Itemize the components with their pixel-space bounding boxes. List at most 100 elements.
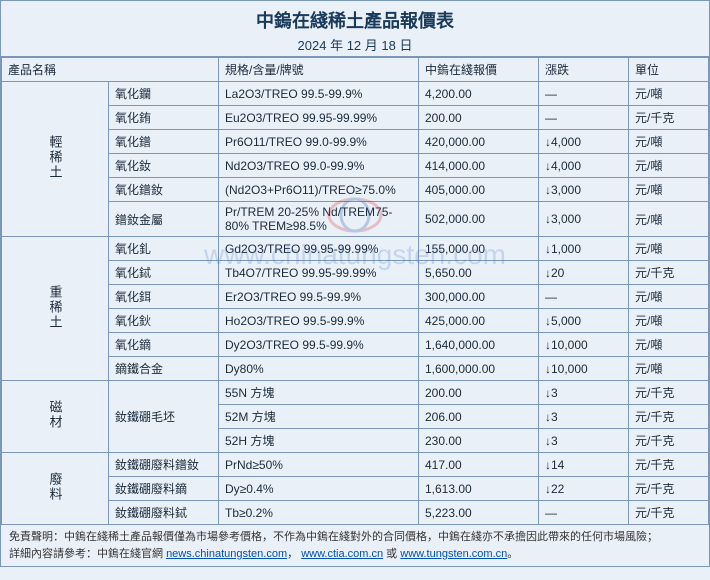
spec-cell: Tb≥0.2% <box>219 501 419 525</box>
table-row: 氧化鐠釹(Nd2O3+Pr6O11)/TREO≥75.0%405,000.00↓… <box>2 178 709 202</box>
unit-cell: 元/噸 <box>629 154 709 178</box>
change-cell: — <box>539 285 629 309</box>
unit-cell: 元/噸 <box>629 130 709 154</box>
spec-cell: La2O3/TREO 99.5-99.9% <box>219 82 419 106</box>
spec-cell: Gd2O3/TREO 99.95-99.99% <box>219 237 419 261</box>
price-cell: 417.00 <box>419 453 539 477</box>
unit-cell: 元/千克 <box>629 261 709 285</box>
spec-cell: Dy80% <box>219 357 419 381</box>
spec-cell: Dy2O3/TREO 99.5-99.9% <box>219 333 419 357</box>
col-change: 漲跌 <box>539 58 629 82</box>
col-price: 中鎢在綫報價 <box>419 58 539 82</box>
table-title: 中鎢在綫稀土產品報價表 <box>1 7 709 33</box>
spec-cell: Dy≥0.4% <box>219 477 419 501</box>
price-cell: 1,640,000.00 <box>419 333 539 357</box>
change-cell: ↓3 <box>539 405 629 429</box>
table-row: 氧化鏑Dy2O3/TREO 99.5-99.9%1,640,000.00↓10,… <box>2 333 709 357</box>
table-row: 氧化鈥Ho2O3/TREO 99.5-99.9%425,000.00↓5,000… <box>2 309 709 333</box>
unit-cell: 元/千克 <box>629 477 709 501</box>
price-cell: 420,000.00 <box>419 130 539 154</box>
table-row: 鏑鐵合金Dy80%1,600,000.00↓10,000元/噸 <box>2 357 709 381</box>
header-row: 產品名稱 規格/含量/牌號 中鎢在綫報價 漲跌 單位 <box>2 58 709 82</box>
link-tungsten[interactable]: www.tungsten.com.cn <box>400 548 507 560</box>
unit-cell: 元/噸 <box>629 357 709 381</box>
product-name-cell: 氧化鐠釹 <box>109 178 219 202</box>
table-row: 釹鐵硼廢料鋱Tb≥0.2%5,223.00—元/千克 <box>2 501 709 525</box>
price-cell: 200.00 <box>419 106 539 130</box>
price-cell: 1,613.00 <box>419 477 539 501</box>
unit-cell: 元/噸 <box>629 178 709 202</box>
change-cell: ↓1,000 <box>539 237 629 261</box>
table-date: 2024 年 12 月 18 日 <box>1 35 709 54</box>
spec-cell: (Nd2O3+Pr6O11)/TREO≥75.0% <box>219 178 419 202</box>
product-name-cell: 釹鐵硼廢料鐠釹 <box>109 453 219 477</box>
price-cell: 502,000.00 <box>419 202 539 237</box>
col-spec: 規格/含量/牌號 <box>219 58 419 82</box>
change-cell: ↓3 <box>539 429 629 453</box>
spec-cell: Tb4O7/TREO 99.95-99.99% <box>219 261 419 285</box>
unit-cell: 元/噸 <box>629 285 709 309</box>
price-cell: 5,223.00 <box>419 501 539 525</box>
change-cell: — <box>539 82 629 106</box>
unit-cell: 元/千克 <box>629 429 709 453</box>
product-name-cell: 氧化釹 <box>109 154 219 178</box>
change-cell: — <box>539 501 629 525</box>
product-name-cell: 氧化鈥 <box>109 309 219 333</box>
product-name-cell: 氧化釓 <box>109 237 219 261</box>
price-cell: 4,200.00 <box>419 82 539 106</box>
unit-cell: 元/千克 <box>629 381 709 405</box>
product-name-cell: 氧化鉺 <box>109 285 219 309</box>
spec-cell: Pr6O11/TREO 99.0-99.9% <box>219 130 419 154</box>
price-cell: 230.00 <box>419 429 539 453</box>
disclaimer-text: 中鎢在綫稀土產品報價僅為市場參考價格，不作為中鎢在綫對外的合同價格，中鎢在綫亦不… <box>64 531 658 543</box>
link-ctia[interactable]: www.ctia.com.cn <box>301 548 383 560</box>
change-cell: ↓20 <box>539 261 629 285</box>
category-cell: 重稀土 <box>2 237 109 381</box>
ref-label: 詳細內容請參考： <box>9 548 97 560</box>
table-row: 鐠釹金屬Pr/TREM 20-25% Nd/TREM75-80% TREM≥98… <box>2 202 709 237</box>
category-cell: 廢料 <box>2 453 109 525</box>
price-cell: 300,000.00 <box>419 285 539 309</box>
table-row: 氧化鉺Er2O3/TREO 99.5-99.9%300,000.00—元/噸 <box>2 285 709 309</box>
price-table: 產品名稱 規格/含量/牌號 中鎢在綫報價 漲跌 單位 輕稀土氧化鑭La2O3/T… <box>1 57 709 525</box>
unit-cell: 元/千克 <box>629 453 709 477</box>
product-name-cell: 氧化銪 <box>109 106 219 130</box>
change-cell: ↓4,000 <box>539 154 629 178</box>
product-name-cell: 釹鐵硼廢料鋱 <box>109 501 219 525</box>
price-cell: 206.00 <box>419 405 539 429</box>
product-name-cell: 鏑鐵合金 <box>109 357 219 381</box>
spec-cell: Pr/TREM 20-25% Nd/TREM75-80% TREM≥98.5% <box>219 202 419 237</box>
table-row: 釹鐵硼廢料鏑Dy≥0.4%1,613.00↓22元/千克 <box>2 477 709 501</box>
table-body: 輕稀土氧化鑭La2O3/TREO 99.5-99.9%4,200.00—元/噸氧… <box>2 82 709 525</box>
unit-cell: 元/噸 <box>629 237 709 261</box>
spec-cell: Ho2O3/TREO 99.5-99.9% <box>219 309 419 333</box>
product-name-cell: 氧化鏑 <box>109 333 219 357</box>
change-cell: ↓3,000 <box>539 202 629 237</box>
product-name-cell: 釹鐵硼廢料鏑 <box>109 477 219 501</box>
unit-cell: 元/千克 <box>629 501 709 525</box>
spec-cell: Er2O3/TREO 99.5-99.9% <box>219 285 419 309</box>
table-row: 廢料釹鐵硼廢料鐠釹PrNd≥50%417.00↓14元/千克 <box>2 453 709 477</box>
price-cell: 425,000.00 <box>419 309 539 333</box>
price-cell: 414,000.00 <box>419 154 539 178</box>
link-news[interactable]: news.chinatungsten.com <box>166 548 287 560</box>
product-name-cell: 鐠釹金屬 <box>109 202 219 237</box>
spec-cell: PrNd≥50% <box>219 453 419 477</box>
category-cell: 輕稀土 <box>2 82 109 237</box>
table-header: 中鎢在綫稀土產品報價表 2024 年 12 月 18 日 <box>1 1 709 57</box>
spec-cell: Eu2O3/TREO 99.95-99.99% <box>219 106 419 130</box>
spec-cell: 52H 方塊 <box>219 429 419 453</box>
disclaimer-label: 免責聲明： <box>9 531 64 543</box>
unit-cell: 元/噸 <box>629 82 709 106</box>
change-cell: ↓5,000 <box>539 309 629 333</box>
col-unit: 單位 <box>629 58 709 82</box>
change-cell: ↓3,000 <box>539 178 629 202</box>
product-name-cell: 氧化鋱 <box>109 261 219 285</box>
change-cell: — <box>539 106 629 130</box>
table-row: 氧化鐠Pr6O11/TREO 99.0-99.9%420,000.00↓4,00… <box>2 130 709 154</box>
unit-cell: 元/噸 <box>629 333 709 357</box>
price-cell: 5,650.00 <box>419 261 539 285</box>
unit-cell: 元/千克 <box>629 405 709 429</box>
unit-cell: 元/千克 <box>629 106 709 130</box>
table-row: 重稀土氧化釓Gd2O3/TREO 99.95-99.99%155,000.00↓… <box>2 237 709 261</box>
